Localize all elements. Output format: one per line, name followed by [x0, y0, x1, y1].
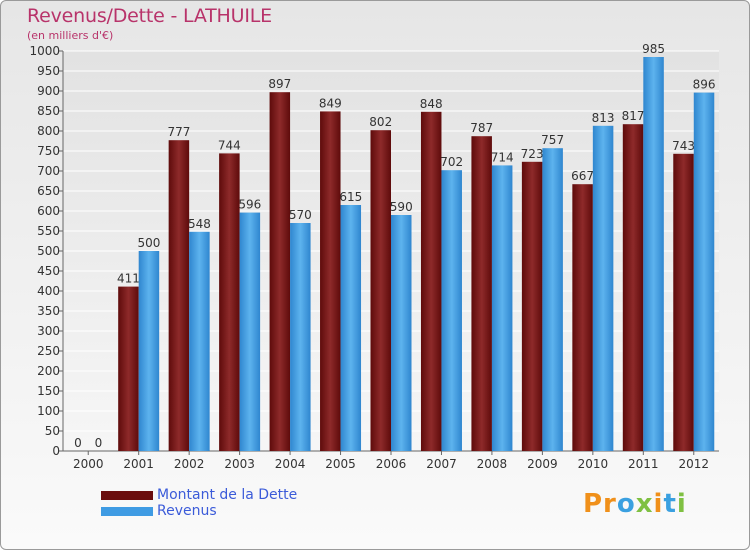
data-label-debt: 849	[319, 96, 342, 110]
y-tick-label: 750	[37, 144, 60, 158]
data-label-revenus: 596	[238, 198, 261, 212]
data-label-debt: 411	[117, 272, 140, 286]
data-label-revenus: 500	[137, 236, 160, 250]
data-label-revenus: 590	[390, 200, 413, 214]
y-tick-label: 350	[37, 304, 60, 318]
bar-revenus	[290, 223, 311, 451]
bar-debt	[168, 140, 190, 451]
y-tick-label: 800	[37, 124, 60, 138]
data-label-revenus: 702	[440, 155, 463, 169]
bar-revenus	[441, 170, 462, 451]
y-tick-label: 450	[37, 264, 60, 278]
bar-debt	[320, 111, 341, 452]
y-tick-label: 600	[37, 204, 60, 218]
data-label-debt: 667	[571, 169, 594, 183]
y-tick-label: 1000	[29, 44, 60, 58]
bar-revenus	[391, 215, 412, 451]
y-tick-label: 150	[37, 384, 60, 398]
y-tick-label: 650	[37, 184, 60, 198]
y-tick-label: 400	[37, 284, 60, 298]
bar-debt	[673, 153, 694, 452]
y-tick-label: 850	[37, 104, 60, 118]
legend-swatch-revenus	[101, 506, 153, 516]
legend-swatch-debt	[101, 490, 153, 500]
bar-revenus	[340, 205, 362, 451]
x-tick-label: 2009	[527, 457, 558, 471]
data-label-debt: 848	[420, 97, 443, 111]
x-tick-label: 2008	[477, 457, 508, 471]
data-label-revenus: 570	[289, 208, 312, 222]
data-label-revenus: 896	[693, 78, 716, 92]
data-label-revenus: 985	[642, 42, 665, 56]
legend-item-revenus: Revenus	[101, 503, 297, 519]
data-label-revenus: 813	[592, 111, 615, 125]
bar-revenus	[643, 57, 664, 451]
data-label-debt: 744	[218, 138, 241, 152]
data-label-debt: 897	[268, 77, 291, 91]
bar-revenus	[542, 148, 563, 451]
chart-subtitle: (en milliers d'€)	[27, 29, 114, 42]
y-tick-label: 50	[45, 424, 60, 438]
bar-debt	[420, 111, 442, 452]
bar-debt	[572, 184, 593, 451]
bar-revenus	[491, 165, 513, 451]
y-tick-label: 250	[37, 344, 60, 358]
data-label-revenus: 615	[339, 190, 362, 204]
legend-item-debt: Montant de la Dette	[101, 487, 297, 503]
bar-revenus	[189, 231, 210, 451]
y-tick-label: 100	[37, 404, 60, 418]
data-label-debt: 817	[622, 109, 645, 123]
bar-revenus	[592, 125, 614, 452]
x-tick-label: 2007	[426, 457, 457, 471]
data-label-debt: 787	[470, 121, 493, 135]
data-label-debt: 802	[369, 115, 392, 129]
x-tick-label: 2012	[678, 457, 709, 471]
x-tick-label: 2004	[275, 457, 306, 471]
chart-legend: Montant de la Dette Revenus	[101, 487, 297, 519]
bar-debt	[370, 130, 391, 451]
chart-title: Revenus/Dette - LATHUILE	[27, 5, 272, 27]
data-label-revenus: 548	[188, 217, 211, 231]
bar-debt	[521, 161, 543, 452]
y-tick-label: 300	[37, 324, 60, 338]
bar-debt	[471, 136, 492, 451]
x-tick-label: 2005	[325, 457, 356, 471]
data-label-revenus: 757	[541, 133, 564, 147]
y-tick-label: 500	[37, 244, 60, 258]
bar-debt	[118, 286, 139, 451]
x-tick-label: 2002	[174, 457, 205, 471]
y-tick-label: 700	[37, 164, 60, 178]
bar-revenus	[239, 212, 261, 451]
y-tick-label: 550	[37, 224, 60, 238]
bar-debt	[269, 92, 291, 451]
y-tick-label: 0	[52, 444, 60, 458]
data-label-revenus: 0	[95, 436, 103, 450]
data-label-debt: 723	[521, 147, 544, 161]
x-tick-label: 2003	[224, 457, 255, 471]
data-label-debt: 777	[167, 125, 190, 139]
x-tick-label: 2006	[376, 457, 407, 471]
y-tick-label: 900	[37, 84, 60, 98]
bar-debt	[622, 124, 644, 451]
legend-label-debt: Montant de la Dette	[157, 487, 298, 503]
proxiti-logo: Proxiti	[583, 489, 687, 519]
bar-revenus	[693, 92, 715, 451]
data-label-debt: 0	[74, 436, 82, 450]
x-tick-label: 2011	[628, 457, 659, 471]
data-label-debt: 743	[672, 139, 695, 153]
x-tick-label: 2001	[123, 457, 154, 471]
y-tick-label: 200	[37, 364, 60, 378]
x-tick-label: 2010	[578, 457, 609, 471]
bar-debt	[219, 153, 240, 451]
bar-revenus	[138, 251, 160, 451]
y-tick-label: 950	[37, 64, 60, 78]
x-tick-label: 2000	[73, 457, 104, 471]
data-label-revenus: 714	[491, 150, 514, 164]
legend-label-revenus: Revenus	[157, 503, 217, 519]
